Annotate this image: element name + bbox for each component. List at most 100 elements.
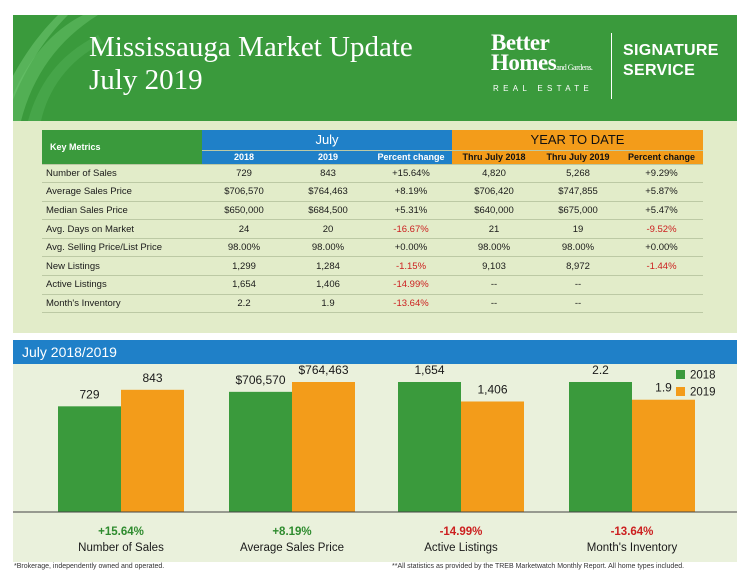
metric-label: Avg. Days on Market xyxy=(42,219,202,239)
metric-label: Month's Inventory xyxy=(42,294,202,314)
subheader-thru-2018: Thru July 2018 xyxy=(452,150,536,165)
table-cell: $650,000 xyxy=(202,201,286,221)
table-cell: 9,103 xyxy=(452,256,536,277)
table-row: Average Sales Price $706,570 $764,463 +8.19… xyxy=(42,182,703,202)
metric-label: New Listings xyxy=(42,256,202,277)
metric-label: Average Sales Price xyxy=(42,182,202,202)
table-cell: +5.87% xyxy=(620,182,703,202)
table-row: Active Listings 1,654 1,406 -14.99% -- -- xyxy=(42,275,703,295)
table-cell: -1.15% xyxy=(370,256,452,277)
subheader-2019: 2019 xyxy=(286,150,370,165)
table-cell xyxy=(620,294,703,314)
subheader-2018: 2018 xyxy=(202,150,286,165)
metric-label: Active Listings xyxy=(42,275,202,295)
table-cell: +9.29% xyxy=(620,164,703,184)
table-cell: -- xyxy=(536,275,620,295)
section-title: July 2018/2019 xyxy=(13,340,737,364)
table-cell: 19 xyxy=(536,219,620,239)
table-cell: $764,463 xyxy=(286,182,370,202)
table-row: New Listings 1,299 1,284 -1.15% 9,103 8,972 -1… xyxy=(42,256,703,277)
table-cell: +15.64% xyxy=(370,164,452,184)
percent-change-label: -13.64% xyxy=(611,526,654,538)
table-cell: -14.99% xyxy=(370,275,452,295)
table-cell: 2.2 xyxy=(202,294,286,314)
table-cell: 21 xyxy=(452,219,536,239)
bar-value-label: 729 xyxy=(79,387,99,401)
table-cell: 1.9 xyxy=(286,294,370,314)
table-cell: $706,570 xyxy=(202,182,286,202)
header-banner: Mississauga Market Update July 2019 Bett… xyxy=(13,15,737,121)
brand-line-1: Better xyxy=(491,30,550,55)
table-row: Avg. Selling Price/List Price 98.00% 98.00… xyxy=(42,238,703,258)
table-cell: 843 xyxy=(286,164,370,184)
brand-subtitle: REAL ESTATE xyxy=(493,84,594,93)
bar-value-label: 2.2 xyxy=(592,363,609,377)
bar-2019 xyxy=(632,399,695,512)
table-row: Month's Inventory 2.2 1.9 -13.64% -- -- xyxy=(42,294,703,314)
table-cell: 8,972 xyxy=(536,256,620,277)
category-label: Average Sales Price xyxy=(240,542,344,554)
subheader-ytd-change: Percent change xyxy=(620,150,703,165)
table-cell: 1,406 xyxy=(286,275,370,295)
bar-value-label: 1,654 xyxy=(414,363,444,377)
footer-brokerage-note: *Brokerage, independently owned and oper… xyxy=(14,563,165,570)
table-cell: -13.64% xyxy=(370,294,452,314)
table-cell: -16.67% xyxy=(370,219,452,239)
table-cell: 4,820 xyxy=(452,164,536,184)
bar-value-label: 843 xyxy=(142,371,162,385)
brand-line-2: Homesand Gardens. xyxy=(491,50,593,75)
table-cell: +5.47% xyxy=(620,201,703,221)
table-cell: 20 xyxy=(286,219,370,239)
bar-value-label: 1.9 xyxy=(655,381,672,395)
bar-value-label: $764,463 xyxy=(298,363,348,377)
legend-label: 2019 xyxy=(690,387,716,399)
table-cell: +0.00% xyxy=(370,238,452,258)
table-row: Median Sales Price $650,000 $684,500 +5.31%… xyxy=(42,201,703,221)
table-cell: 98.00% xyxy=(452,238,536,258)
legend-swatch xyxy=(676,370,685,379)
table-cell: 1,654 xyxy=(202,275,286,295)
bar-value-label: 1,406 xyxy=(477,382,507,396)
table-cell: +5.31% xyxy=(370,201,452,221)
subheader-thru-2019: Thru July 2019 xyxy=(536,150,620,165)
metric-label: Number of Sales xyxy=(42,164,202,184)
table-cell: $706,420 xyxy=(452,182,536,202)
table-cell: 729 xyxy=(202,164,286,184)
table-cell: +8.19% xyxy=(370,182,452,202)
july-header: July xyxy=(202,130,452,151)
bar-2019 xyxy=(121,389,184,512)
table-cell: -- xyxy=(452,275,536,295)
subheader-july-change: Percent change xyxy=(370,150,452,165)
table-row: Avg. Days on Market 24 20 -16.67% 21 19 -9.52% xyxy=(42,219,703,239)
signature-service-label: SIGNATURE SERVICE xyxy=(623,42,719,79)
table-cell: +0.00% xyxy=(620,238,703,258)
page-title: Mississauga Market Update July 2019 xyxy=(89,31,413,97)
ytd-header: YEAR TO DATE xyxy=(452,130,703,151)
key-metrics-header: Key Metrics xyxy=(42,130,202,165)
metrics-table-body: Number of Sales 729 843 +15.64% 4,820 5,268 +9… xyxy=(42,164,703,314)
table-cell: 98.00% xyxy=(286,238,370,258)
table-cell: -1.44% xyxy=(620,256,703,277)
title-line-2: July 2019 xyxy=(89,64,203,96)
table-cell: -9.52% xyxy=(620,219,703,239)
table-row: Number of Sales 729 843 +15.64% 4,820 5,268 +9… xyxy=(42,164,703,184)
table-cell: -- xyxy=(452,294,536,314)
table-cell: 98.00% xyxy=(202,238,286,258)
header-divider xyxy=(611,33,612,99)
bar-2018 xyxy=(569,382,632,512)
legend-label: 2018 xyxy=(690,370,716,382)
category-label: Active Listings xyxy=(424,542,498,554)
table-cell: $640,000 xyxy=(452,201,536,221)
bar-2018 xyxy=(229,391,292,512)
metrics-table: Key Metrics July YEAR TO DATE 2018 2019 … xyxy=(42,130,703,314)
bar-2018 xyxy=(58,406,121,512)
brand-logo: Better Homesand Gardens. xyxy=(491,30,593,78)
table-cell: 5,268 xyxy=(536,164,620,184)
bar-value-label: $706,570 xyxy=(235,373,285,387)
percent-change-label: +8.19% xyxy=(272,526,311,538)
table-cell: $675,000 xyxy=(536,201,620,221)
title-line-1: Mississauga Market Update xyxy=(89,31,413,63)
metric-label: Median Sales Price xyxy=(42,201,202,221)
bar-2018 xyxy=(398,382,461,512)
